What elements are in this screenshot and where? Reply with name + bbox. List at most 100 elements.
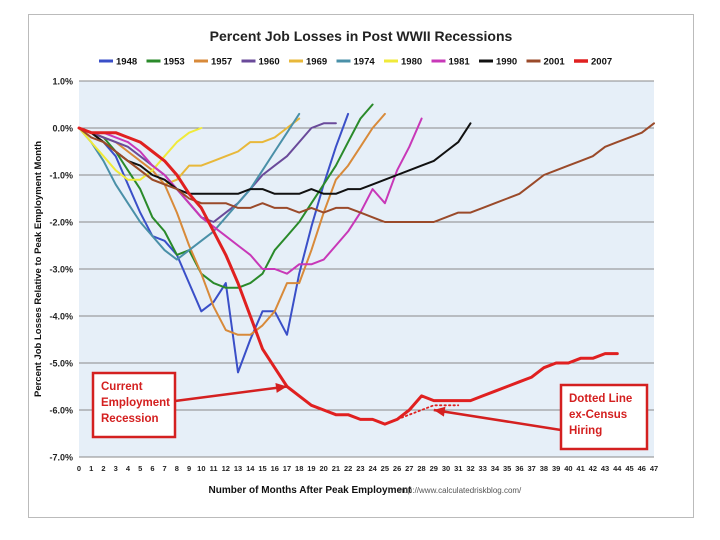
legend-label-1960: 1960 <box>259 57 280 68</box>
legend-label-1969: 1969 <box>306 57 327 68</box>
x-tick-label: 40 <box>564 464 572 473</box>
annotation-arrow <box>433 408 562 432</box>
x-tick-label: 36 <box>515 464 523 473</box>
y-tick-label: -3.0% <box>49 265 73 275</box>
x-tick-label: 31 <box>454 464 462 473</box>
x-tick-label: 21 <box>332 464 340 473</box>
series-line-2001 <box>78 122 655 223</box>
x-axis-label: Number of Months After Peak Employment <box>209 485 413 496</box>
x-tick-label: 38 <box>540 464 548 473</box>
annotation-text: Dotted Line <box>569 393 632 405</box>
series-line-1980 <box>78 127 203 181</box>
x-tick-label: 35 <box>503 464 511 473</box>
annotations: Current Employment Recession Dotted Line ex-… <box>91 371 649 451</box>
annotation-arrow <box>174 385 288 403</box>
x-tick-label: 16 <box>271 464 279 473</box>
legend-label-1990: 1990 <box>496 57 517 68</box>
x-tick-label: 13 <box>234 464 242 473</box>
x-tick-label: 42 <box>589 464 597 473</box>
x-tick-label: 26 <box>393 464 401 473</box>
x-tick-label: 39 <box>552 464 560 473</box>
x-tick-label: 28 <box>417 464 425 473</box>
x-tick-label: 32 <box>466 464 474 473</box>
x-tick-label: 12 <box>222 464 230 473</box>
x-tick-label: 47 <box>650 464 658 473</box>
x-tick-label: 20 <box>320 464 328 473</box>
x-tick-label: 46 <box>638 464 646 473</box>
series-line-1981 <box>78 117 423 275</box>
x-tick-label: 15 <box>258 464 266 473</box>
series-line-1957 <box>78 112 386 336</box>
series-line-1953 <box>78 103 374 289</box>
x-tick-label: 0 <box>77 464 81 473</box>
y-tick-label: 1.0% <box>52 77 73 87</box>
y-tick-label: -7.0% <box>49 453 73 463</box>
x-tick-label: 5 <box>138 464 142 473</box>
x-tick-label: 27 <box>405 464 413 473</box>
source-note: http://www.calculatedriskblog.com/ <box>399 486 522 495</box>
chart-title: Percent Job Losses in Post WWII Recessio… <box>210 28 513 44</box>
legend-label-1948: 1948 <box>116 57 137 68</box>
x-tick-label: 4 <box>126 464 131 473</box>
x-tick-label: 10 <box>197 464 205 473</box>
legend-label-1953: 1953 <box>164 57 185 68</box>
series-line-1974 <box>78 112 301 261</box>
series-line-1948 <box>78 112 350 374</box>
annotation-arrowhead <box>275 382 287 393</box>
annotation-box <box>91 371 177 439</box>
y-axis-ticks: 1.0% 0.0% -1.0% -2.0% -3.0% -4.0% -5.0% -6.0% -7… <box>49 77 73 463</box>
legend-label-1957: 1957 <box>211 57 232 68</box>
y-tick-label: -4.0% <box>49 312 73 322</box>
series-line-2007 <box>77 126 619 426</box>
legend-label-1974: 1974 <box>354 57 376 68</box>
x-tick-label: 43 <box>601 464 609 473</box>
x-tick-label: 14 <box>246 464 255 473</box>
x-tick-label: 29 <box>430 464 438 473</box>
series-lines <box>77 103 655 426</box>
legend-label-1980: 1980 <box>401 57 422 68</box>
x-tick-label: 22 <box>344 464 352 473</box>
x-tick-label: 25 <box>381 464 389 473</box>
x-tick-label: 1 <box>89 464 93 473</box>
annotation-text: Employment <box>101 397 170 409</box>
x-tick-label: 3 <box>114 464 118 473</box>
x-tick-label: 34 <box>491 464 500 473</box>
x-axis-ticks: 0 1 2 3 4 5 6 7 8 9 10 11 12 13 14 15 16 17 18 19 20 21 22 23 24… <box>77 464 658 473</box>
y-tick-label: -2.0% <box>49 218 73 228</box>
series-line-1990 <box>78 122 472 195</box>
y-tick-label: 0.0% <box>52 124 73 134</box>
chart-frame: Percent Job Losses in Post WWII Recessio… <box>28 14 694 518</box>
x-tick-label: 18 <box>295 464 303 473</box>
x-tick-label: 37 <box>527 464 535 473</box>
x-tick-label: 8 <box>175 464 179 473</box>
legend-label-2001: 2001 <box>544 57 566 68</box>
x-tick-label: 7 <box>163 464 167 473</box>
x-tick-label: 19 <box>307 464 315 473</box>
x-tick-label: 44 <box>613 464 622 473</box>
legend-label-2007: 2007 <box>591 57 612 68</box>
y-tick-label: -1.0% <box>49 171 73 181</box>
x-tick-label: 2 <box>101 464 105 473</box>
x-tick-label: 41 <box>576 464 584 473</box>
annotation-text: Current <box>101 381 143 393</box>
x-tick-label: 24 <box>368 464 377 473</box>
line-chart: Percent Job Losses in Post WWII Recessio… <box>33 28 658 496</box>
legend-label-1981: 1981 <box>449 57 471 68</box>
y-tick-label: -5.0% <box>49 359 73 369</box>
x-tick-label: 11 <box>210 464 218 473</box>
x-tick-label: 33 <box>479 464 487 473</box>
annotation-text: ex-Census <box>569 409 627 421</box>
series-line-2007-ex-census <box>383 404 460 426</box>
annotation-text: Hiring <box>569 425 602 437</box>
x-tick-label: 30 <box>442 464 450 473</box>
x-tick-label: 17 <box>283 464 291 473</box>
x-tick-label: 6 <box>150 464 154 473</box>
y-tick-label: -6.0% <box>49 406 73 416</box>
x-tick-label: 9 <box>187 464 191 473</box>
x-tick-label: 23 <box>356 464 364 473</box>
x-tick-label: 45 <box>625 464 633 473</box>
annotation-text: Recession <box>101 413 159 425</box>
y-axis-label: Percent Job Losses Relative to Peak Empl… <box>33 141 44 397</box>
legend: 1948 1953 1957 1960 1969 1974 1980 1981 1990 2001… <box>99 57 612 68</box>
annotation-box <box>559 383 649 451</box>
